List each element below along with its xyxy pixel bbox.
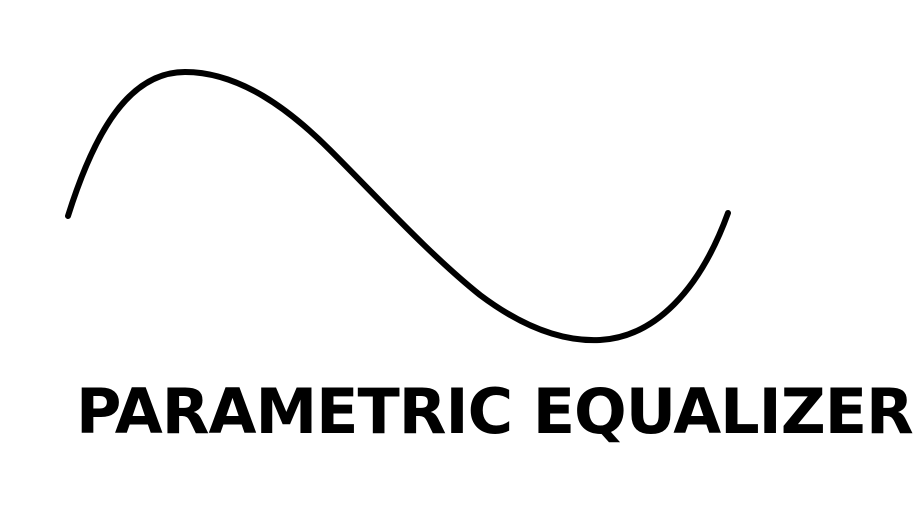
page-title: PARAMETRIC EQUALIZER bbox=[76, 375, 914, 448]
wave-path bbox=[65, 68, 731, 344]
